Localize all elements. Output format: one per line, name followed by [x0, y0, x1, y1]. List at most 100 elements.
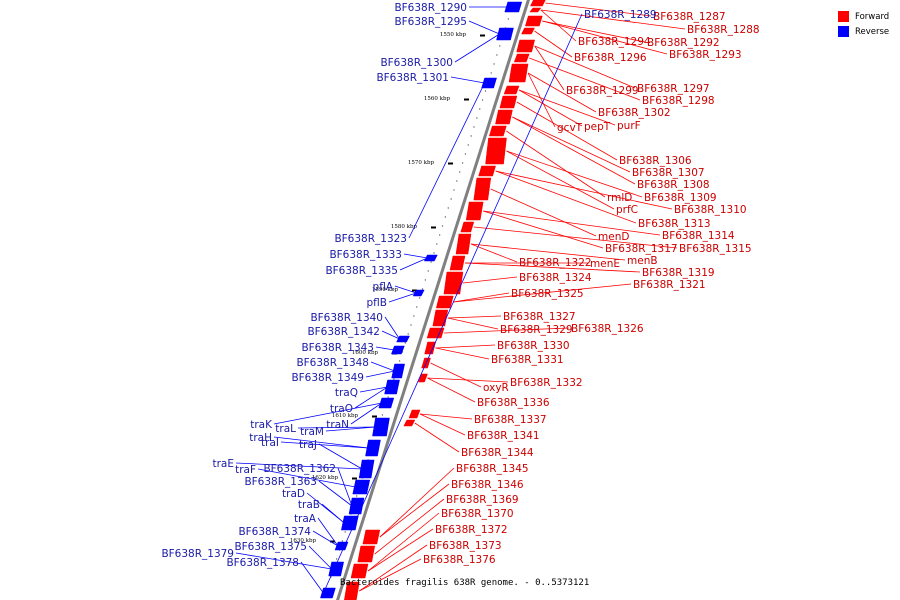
reverse-gene-glyph — [352, 479, 371, 495]
forward-gene-label: BF638R_1314 — [662, 230, 735, 242]
track-dot — [459, 171, 461, 173]
tick-label: 1580 kbp — [391, 224, 418, 230]
reverse-gene-glyph — [391, 345, 405, 355]
reverse-gene-label: BF638R_1374 — [238, 526, 311, 538]
forward-gene-label: BF638R_1294 — [578, 36, 651, 48]
forward-gene-glyph — [478, 165, 496, 177]
forward-leader-line — [414, 422, 460, 453]
forward-gene-label: BF638R_1341 — [467, 430, 540, 442]
reverse-leader-line — [468, 20, 500, 35]
reverse-leader-line — [454, 33, 500, 63]
forward-gene-label: BF638R_1322 — [519, 257, 592, 269]
forward-gene-glyph — [508, 63, 529, 83]
forward-gene-label: BF638R_1332 — [510, 377, 583, 389]
backbone-group — [336, 0, 530, 600]
reverse-leader-line — [257, 468, 356, 488]
forward-gene-label: BF638R_1376 — [423, 554, 496, 566]
reverse-gene-label: traF — [235, 464, 256, 476]
track-dot — [438, 234, 441, 236]
track-dot — [335, 558, 338, 560]
reverse-gene-label: traN — [326, 419, 349, 431]
tick-label: 1590 kbp — [372, 287, 399, 293]
forward-gene-label: rmlD — [607, 192, 632, 204]
reverse-leader-line — [308, 545, 332, 570]
reverse-gene-glyph — [320, 587, 336, 599]
reverse-gene-label: BF638R_1348 — [296, 357, 369, 369]
track-dot — [476, 117, 478, 119]
forward-gene-glyph — [424, 341, 436, 355]
tick-mark — [480, 34, 485, 37]
forward-leader-line — [473, 226, 678, 249]
reverse-gene-label: BF638R_1362 — [263, 463, 336, 475]
reverse-gene-label: BF638R_1379 — [161, 548, 234, 560]
forward-leader-line — [470, 243, 518, 263]
track-dot — [398, 360, 401, 362]
reverse-gene-label: traM — [300, 426, 324, 438]
forward-leader-line — [367, 528, 434, 572]
forward-leader-line — [534, 45, 636, 89]
track-dot — [453, 189, 455, 191]
track-dot — [404, 342, 407, 344]
forward-leader-line — [545, 2, 652, 17]
reverse-gene-label: BF638R_1333 — [329, 249, 402, 261]
track-dot — [464, 153, 467, 155]
forward-gene-label: BF638R_1325 — [511, 288, 584, 300]
forward-gene-label: BF638R_1344 — [461, 447, 534, 459]
forward-gene-label: BF638R_1297 — [637, 83, 710, 95]
reverse-leader-line — [318, 443, 363, 470]
forward-leader-line — [542, 20, 668, 55]
reverse-gene-glyph — [372, 417, 390, 437]
forward-gene-label: BF638R_1369 — [446, 494, 519, 506]
forward-gene-label: prfC — [616, 204, 638, 216]
forward-gene-label: BF638R_1330 — [497, 340, 570, 352]
track-dot — [344, 531, 346, 533]
forward-gene-label: BF638R_1306 — [619, 155, 692, 167]
forward-gene-glyph — [443, 271, 464, 295]
reverse-leader-line — [394, 285, 417, 294]
forward-gene-label: BF638R_1299 — [566, 85, 639, 97]
forward-leader-line — [379, 483, 450, 538]
forward-gene-label: BF638R_1292 — [647, 37, 720, 49]
reverse-gene-label: traK — [250, 419, 273, 431]
reverse-gene-glyph — [496, 27, 514, 41]
tick-mark — [412, 289, 417, 292]
reverse-gene-label: BF638R_1363 — [244, 476, 317, 488]
track-dot — [499, 45, 501, 47]
track-dot — [413, 315, 415, 317]
forward-gene-label: BF638R_1302 — [598, 107, 671, 119]
tick-mark — [464, 98, 469, 101]
forward-gene-glyph — [465, 201, 484, 221]
forward-gene-label: pepT — [584, 121, 611, 133]
tick-mark — [448, 162, 453, 165]
backbone-line — [336, 0, 530, 600]
forward-gene-glyph — [449, 255, 466, 271]
forward-gene-label: BF638R_1307 — [632, 167, 705, 179]
reverse-gene-label: BF638R_1375 — [234, 541, 307, 553]
forward-leader-line — [453, 283, 632, 303]
forward-leader-line — [359, 544, 428, 592]
track-dot — [424, 279, 427, 281]
forward-gene-label: BF638R_1337 — [474, 414, 547, 426]
forward-leader-line — [427, 377, 509, 383]
forward-gene-glyph — [344, 581, 360, 600]
forward-leader-line — [447, 317, 499, 330]
reverse-leader-line — [337, 467, 353, 507]
forward-gene-glyph — [513, 53, 530, 63]
track-dot — [479, 108, 481, 110]
forward-gene-glyph — [435, 295, 454, 309]
track-dot — [496, 54, 498, 56]
track-dot — [467, 144, 469, 146]
forward-leader-line — [379, 467, 455, 538]
forward-leader-line — [527, 72, 597, 113]
reverse-swatch — [838, 26, 849, 37]
tick-mark — [431, 226, 436, 229]
reverse-gene-glyph — [334, 541, 349, 551]
track-dot — [427, 270, 429, 272]
forward-gene-glyph — [529, 7, 542, 13]
tick-mark — [372, 415, 377, 418]
reverse-gene-label: traH — [249, 432, 272, 444]
reverse-leader-line — [408, 82, 485, 239]
forward-leader-line — [506, 130, 606, 198]
forward-leader-line — [419, 413, 466, 436]
genome-caption: Bacteroides fragilis 638R genome. - 0..5… — [340, 578, 590, 588]
